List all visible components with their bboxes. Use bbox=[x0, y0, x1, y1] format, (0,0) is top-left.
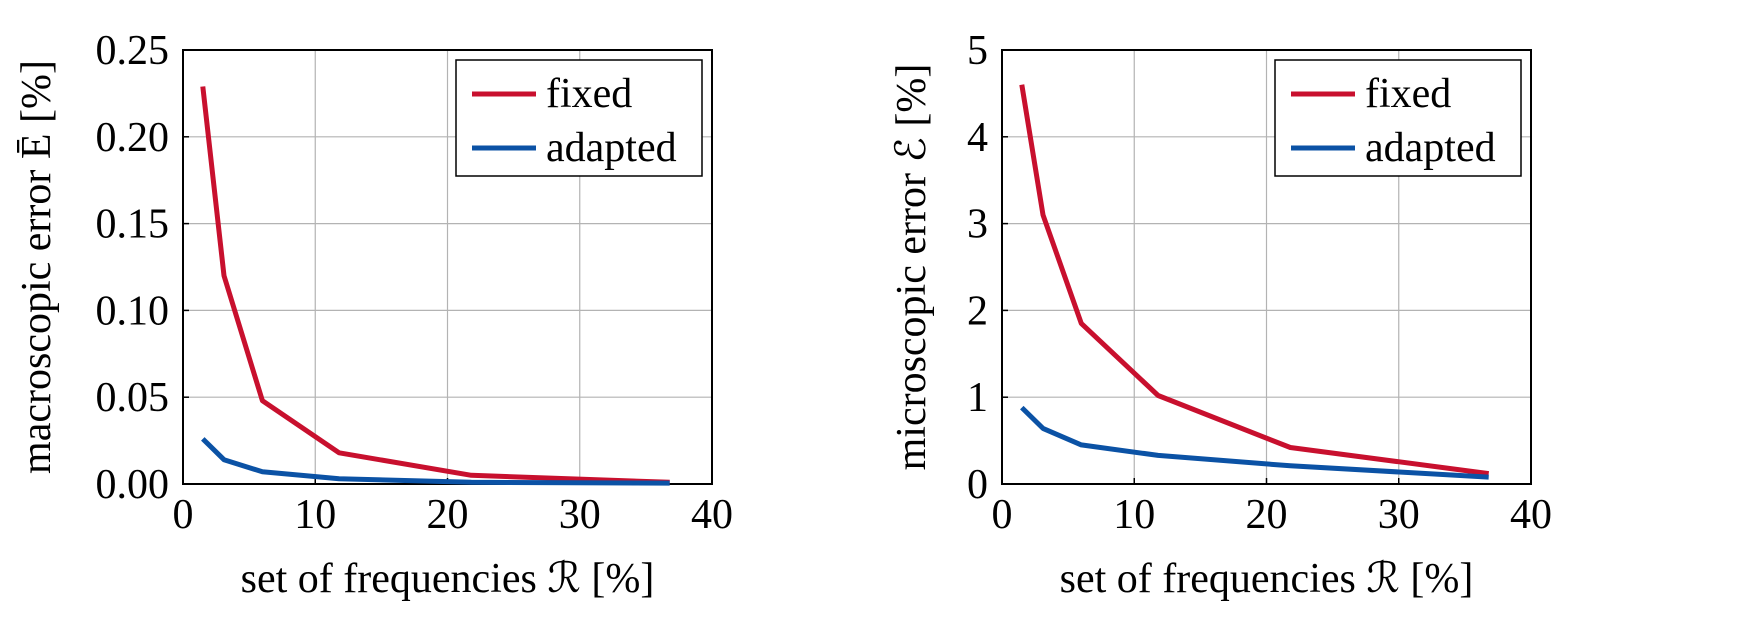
x-tick-label: 40 bbox=[691, 492, 733, 538]
x-tick-label: 30 bbox=[559, 492, 601, 538]
x-tick-label: 20 bbox=[427, 492, 469, 538]
x-axis-label: set of frequencies ℛ [%] bbox=[241, 556, 655, 602]
series-line-adapted bbox=[1020, 405, 1489, 480]
y-tick-label: 0.05 bbox=[96, 375, 170, 421]
y-tick-label: 2 bbox=[967, 288, 988, 334]
y-tick-label: 0.10 bbox=[96, 288, 170, 334]
series-line-fixed bbox=[200, 86, 670, 485]
legend: fixed adapted bbox=[455, 59, 703, 177]
y-tick-label: 5 bbox=[967, 28, 988, 74]
x-tick-label: 10 bbox=[1113, 492, 1155, 538]
series-line-adapted bbox=[201, 437, 670, 486]
x-axis-label: set of frequencies ℛ [%] bbox=[1060, 556, 1474, 602]
y-axis-label: microscopic error ℰ [%] bbox=[889, 64, 935, 471]
x-tick-label: 10 bbox=[294, 492, 336, 538]
microscopic-error-chart: 0 10 20 30 40 0 1 2 3 4 5 set of frequencies ℛ [%] m… bbox=[889, 28, 1552, 602]
legend-box bbox=[455, 59, 703, 177]
y-tick-label: 1 bbox=[967, 375, 988, 421]
x-tick-label: 30 bbox=[1378, 492, 1420, 538]
legend-label-fixed: fixed bbox=[1365, 71, 1451, 117]
x-tick-label: 40 bbox=[1510, 492, 1552, 538]
y-tick-label: 0.00 bbox=[96, 462, 170, 508]
legend-label-adapted: adapted bbox=[1365, 125, 1496, 171]
legend-label-adapted: adapted bbox=[546, 125, 677, 171]
series-line-fixed bbox=[1019, 84, 1490, 477]
legend-label-fixed: fixed bbox=[546, 71, 632, 117]
macroscopic-error-chart: 0 10 20 30 40 0.00 0.05 0.10 0.15 0.20 0.25 set of … bbox=[14, 28, 733, 602]
y-tick-label: 0.25 bbox=[96, 28, 170, 74]
legend: fixed adapted bbox=[1274, 59, 1522, 177]
x-tick-label: 0 bbox=[992, 492, 1013, 538]
y-tick-label: 3 bbox=[967, 202, 988, 248]
y-tick-label: 0.15 bbox=[96, 202, 170, 248]
y-tick-label: 4 bbox=[967, 115, 988, 161]
y-tick-label: 0 bbox=[967, 462, 988, 508]
y-axis-label: macroscopic error Ē [%] bbox=[14, 60, 60, 474]
x-tick-label: 20 bbox=[1246, 492, 1288, 538]
legend-box bbox=[1274, 59, 1522, 177]
y-tick-label: 0.20 bbox=[96, 115, 170, 161]
x-tick-label: 0 bbox=[173, 492, 194, 538]
